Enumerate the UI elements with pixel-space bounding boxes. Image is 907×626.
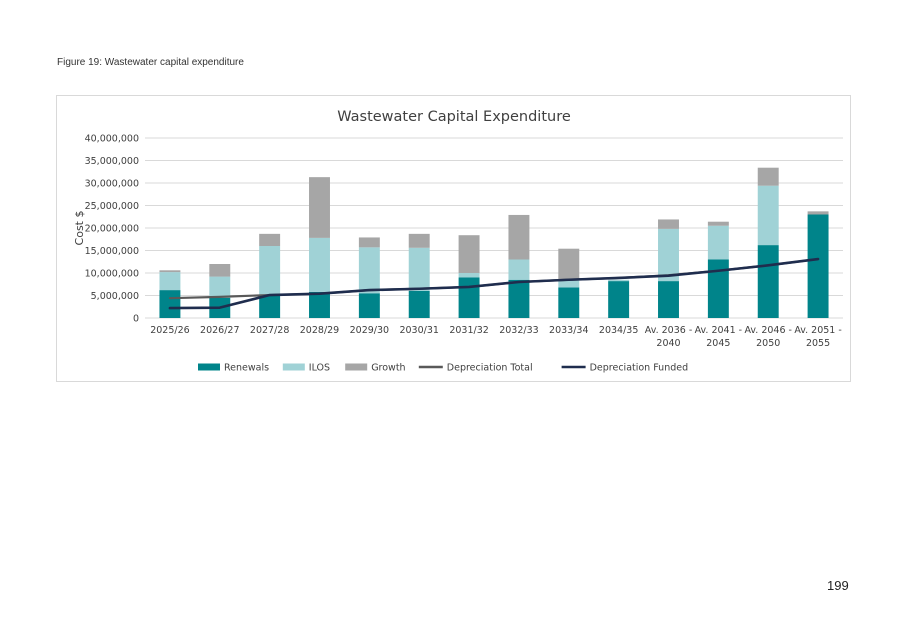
y-tick-label: 40,000,000 — [85, 134, 139, 145]
bar-ilos — [658, 228, 679, 282]
bar-growth — [508, 214, 530, 260]
legend-label: Depreciation Funded — [590, 363, 689, 374]
y-tick-label: 0 — [133, 314, 139, 325]
x-tick-label: 2033/34 — [549, 325, 588, 336]
bar-ilos — [309, 237, 330, 292]
y-tick-label: 35,000,000 — [85, 156, 139, 167]
figure-caption: Figure 19: Wastewater capital expenditur… — [57, 57, 244, 68]
bar-ilos — [608, 279, 630, 282]
bar-ilos — [458, 273, 480, 278]
bar-renewals — [807, 214, 829, 318]
x-tick-label: 2032/33 — [499, 325, 538, 336]
bar-renewals — [757, 245, 779, 318]
bar-ilos — [707, 225, 729, 260]
page-number: 199 — [827, 578, 849, 593]
y-tick-labels: 0 5,000,000 10,000,000 15,000,000 20,000,000… — [85, 134, 139, 325]
bar-renewals — [508, 279, 530, 318]
x-tick-label: 2027/28 — [250, 325, 289, 336]
chart-frame: Wastewater Capital Expenditure Cost $ 0 5… — [56, 95, 851, 382]
bar-growth — [309, 177, 330, 238]
grid-lines — [145, 137, 843, 319]
y-tick-label: 5,000,000 — [91, 291, 139, 302]
bar-renewals — [658, 281, 679, 318]
bar-growth — [658, 219, 679, 229]
bar-growth — [558, 248, 580, 280]
line-depreciation-funded — [168, 257, 820, 310]
bar-growth — [458, 235, 480, 273]
x-tick-label: 2031/32 — [449, 325, 488, 336]
legend-swatch — [198, 363, 220, 371]
x-tick-label: 2029/30 — [350, 325, 389, 336]
x-tick-label: 2026/27 — [200, 325, 239, 336]
bar-ilos — [408, 247, 430, 291]
legend-item-depreciation-total: Depreciation Total — [418, 363, 533, 374]
y-tick-label: 15,000,000 — [85, 246, 139, 257]
legend-swatch — [345, 363, 368, 371]
bar-renewals — [159, 290, 181, 318]
y-axis-label: Cost $ — [73, 211, 86, 246]
x-tick-label: Av. 2036 - — [645, 325, 693, 336]
x-tick-label: 2030/31 — [399, 325, 438, 336]
bar-ilos — [508, 259, 530, 280]
x-tick-label: Av. 2051 - — [794, 325, 842, 336]
y-tick-label: 20,000,000 — [85, 224, 139, 235]
chart-title: Wastewater Capital Expenditure — [337, 109, 571, 125]
bar-renewals — [358, 293, 380, 318]
bar-renewals — [408, 291, 430, 318]
x-tick-label: 2025/26 — [150, 325, 189, 336]
legend-item-renewals: Renewals — [198, 363, 269, 374]
bar-growth — [707, 221, 729, 226]
bar-growth — [159, 270, 181, 273]
bar-growth — [209, 264, 231, 277]
bar-growth — [807, 211, 829, 215]
x-tick-label: 2028/29 — [300, 325, 339, 336]
bar-ilos — [159, 272, 181, 291]
legend-item-ilos: ILOS — [282, 363, 330, 374]
bar-ilos — [358, 247, 380, 294]
y-tick-label: 10,000,000 — [85, 269, 139, 280]
bar-ilos — [259, 246, 281, 296]
legend-label: ILOS — [309, 363, 330, 374]
bar-renewals — [309, 291, 330, 318]
x-tick-labels: 2025/26 2026/27 2027/28 2028/29 2029/30 2030/… — [150, 325, 842, 349]
bar-growth — [259, 233, 281, 246]
legend-swatch — [282, 363, 305, 371]
bar-renewals — [707, 259, 729, 318]
x-tick-label: 2040 — [656, 338, 680, 349]
x-tick-label: 2055 — [806, 338, 830, 349]
x-tick-label: 2050 — [756, 338, 780, 349]
bar-ilos — [757, 185, 779, 246]
y-tick-label: 30,000,000 — [85, 179, 139, 190]
x-tick-label: 2045 — [706, 338, 730, 349]
legend: Renewals ILOS Growth Depreciation Total Depr… — [198, 363, 688, 374]
bar-growth — [408, 233, 430, 248]
lines — [168, 257, 820, 310]
bar-growth — [757, 167, 779, 186]
bar-growth — [358, 237, 380, 248]
bar-renewals — [458, 277, 480, 318]
capex-chart: Wastewater Capital Expenditure Cost $ 0 5… — [73, 109, 843, 374]
legend-item-growth: Growth — [345, 363, 406, 374]
legend-label: Depreciation Total — [447, 363, 533, 374]
bar-renewals — [608, 281, 630, 318]
bar-renewals — [558, 287, 580, 318]
legend-label: Growth — [371, 363, 405, 374]
x-tick-label: 2034/35 — [599, 325, 638, 336]
bar-ilos — [209, 276, 231, 298]
bar-renewals — [259, 295, 281, 318]
legend-item-depreciation-funded: Depreciation Funded — [561, 363, 689, 374]
y-tick-label: 25,000,000 — [85, 201, 139, 212]
legend-label: Renewals — [224, 363, 269, 374]
bar-ilos — [558, 279, 580, 288]
x-tick-label: Av. 2046 - — [744, 325, 792, 336]
x-tick-label: Av. 2041 - — [695, 325, 743, 336]
